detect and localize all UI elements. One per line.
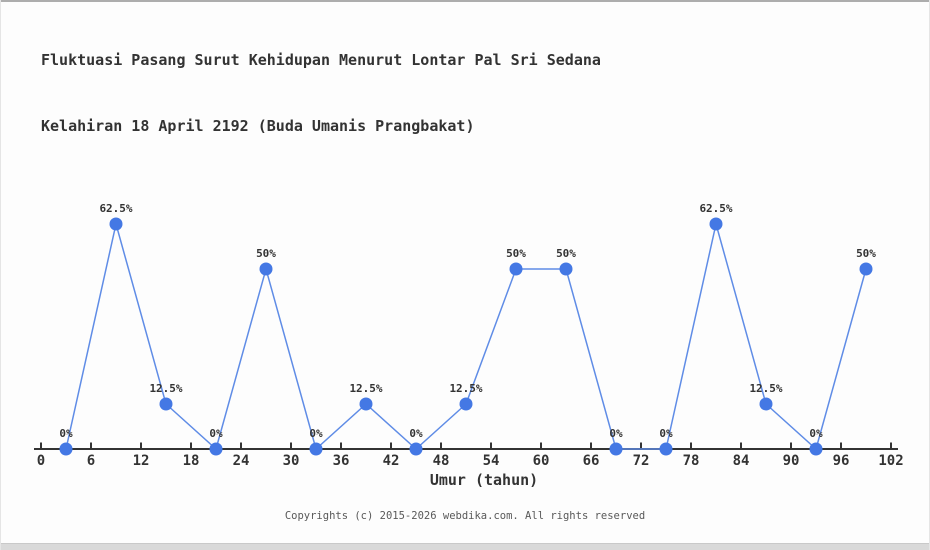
x-tick-label: 36: [333, 453, 350, 469]
x-tick-label: 0: [37, 453, 45, 469]
data-point: [859, 262, 873, 276]
data-point-label: 50%: [556, 247, 576, 260]
chart-title-line1: Fluktuasi Pasang Surut Kehidupan Menurut…: [41, 51, 601, 69]
data-point: [159, 397, 173, 411]
x-tick-label: 78: [683, 453, 700, 469]
data-point-label: 12.5%: [149, 382, 182, 395]
bottom-border: [1, 543, 929, 550]
data-point: [559, 262, 573, 276]
x-tick-label: 96: [833, 453, 850, 469]
data-point: [259, 262, 273, 276]
data-point: [759, 397, 773, 411]
x-tick-label: 12: [133, 453, 150, 469]
x-tick-label: 18: [183, 453, 200, 469]
data-point: [309, 442, 323, 456]
data-point: [609, 442, 623, 456]
x-tick-label: 48: [433, 453, 450, 469]
data-line: [65, 223, 867, 451]
data-point: [209, 442, 223, 456]
data-point: [409, 442, 423, 456]
x-tick-label: 90: [783, 453, 800, 469]
x-tick-label: 42: [383, 453, 400, 469]
data-point: [809, 442, 823, 456]
data-point-label: 0%: [409, 427, 423, 440]
data-point-label: 0%: [659, 427, 673, 440]
data-point: [59, 442, 73, 456]
data-point: [359, 397, 373, 411]
data-point: [459, 397, 473, 411]
data-point-label: 62.5%: [699, 202, 732, 215]
x-tick-label: 102: [878, 453, 903, 469]
data-point-label: 50%: [256, 247, 276, 260]
data-point: [659, 442, 673, 456]
data-point-label: 0%: [309, 427, 323, 440]
data-point-label: 0%: [809, 427, 823, 440]
x-tick-label: 72: [633, 453, 650, 469]
data-point-label: 0%: [209, 427, 223, 440]
chart-title-line2: Kelahiran 18 April 2192 (Buda Umanis Pra…: [41, 117, 475, 135]
x-tick-label: 30: [283, 453, 300, 469]
data-point-label: 12.5%: [749, 382, 782, 395]
data-point-label: 0%: [59, 427, 73, 440]
data-point-label: 50%: [856, 247, 876, 260]
data-point-label: 62.5%: [99, 202, 132, 215]
data-point: [709, 217, 723, 231]
chart-title: Fluktuasi Pasang Surut Kehidupan Menurut…: [41, 5, 601, 181]
x-tick-label: 60: [533, 453, 550, 469]
x-tick-label: 84: [733, 453, 750, 469]
x-tick-label: 6: [87, 453, 95, 469]
top-border: [1, 0, 929, 2]
data-point-label: 50%: [506, 247, 526, 260]
x-tick-label: 54: [483, 453, 500, 469]
copyright-text: Copyrights (c) 2015-2026 webdika.com. Al…: [284, 510, 646, 522]
x-tick-label: 24: [233, 453, 250, 469]
x-tick-label: 66: [583, 453, 600, 469]
data-point-label: 12.5%: [349, 382, 382, 395]
data-point-label: 12.5%: [449, 382, 482, 395]
data-point: [509, 262, 523, 276]
data-point-label: 0%: [609, 427, 623, 440]
data-point: [109, 217, 123, 231]
x-axis-label: Umur (tahun): [430, 471, 538, 489]
